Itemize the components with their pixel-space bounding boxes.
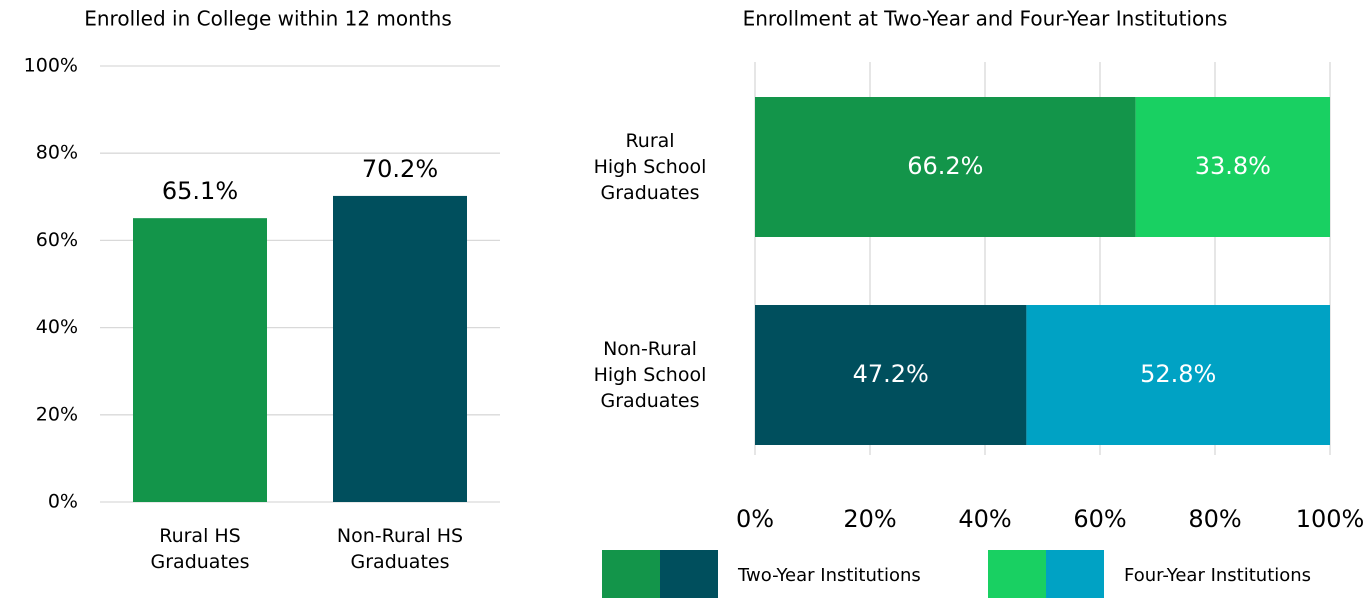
data-label: 70.2% bbox=[362, 155, 438, 183]
bar-segment bbox=[1026, 305, 1330, 445]
x-tick-label: Non-Rural HS Graduates bbox=[336, 525, 464, 573]
x-tick-label: 60% bbox=[1073, 505, 1126, 533]
x-tick-label: 80% bbox=[1188, 505, 1241, 533]
bar bbox=[333, 195, 467, 503]
y-tick-label: 80% bbox=[36, 142, 78, 164]
legend-swatch bbox=[1046, 550, 1104, 598]
chart-title: Enrollment at Two-Year and Four-Year Ins… bbox=[743, 7, 1228, 31]
bar-segment bbox=[1135, 97, 1330, 237]
data-label: 33.8% bbox=[1195, 152, 1271, 180]
y-tick-label: Non-Rural High School Graduates bbox=[593, 338, 707, 412]
data-label: 65.1% bbox=[162, 177, 238, 205]
chart-title: Enrolled in College within 12 months bbox=[84, 7, 452, 31]
x-tick-label: Rural HS Graduates bbox=[150, 525, 250, 573]
y-tick-label: 0% bbox=[48, 491, 78, 513]
y-tick-label: 40% bbox=[36, 316, 78, 338]
x-tick-label: 40% bbox=[958, 505, 1011, 533]
bar bbox=[133, 218, 267, 502]
legend-swatch bbox=[988, 550, 1046, 598]
bar-segment bbox=[755, 305, 1027, 445]
x-tick-label: 20% bbox=[843, 505, 896, 533]
data-label: 52.8% bbox=[1140, 360, 1216, 388]
y-tick-label: Rural High School Graduates bbox=[593, 130, 707, 204]
legend-label: Two-Year Institutions bbox=[737, 565, 921, 586]
data-label: 66.2% bbox=[907, 152, 983, 180]
x-tick-label: 100% bbox=[1296, 505, 1365, 533]
y-tick-label: 20% bbox=[36, 403, 78, 425]
legend-label: Four-Year Institutions bbox=[1124, 565, 1311, 586]
x-tick-label: 0% bbox=[736, 505, 774, 533]
legend-swatch bbox=[660, 550, 718, 598]
bar-segment bbox=[755, 97, 1136, 237]
legend-swatch bbox=[602, 550, 660, 598]
y-tick-label: 100% bbox=[24, 55, 78, 77]
y-tick-label: 60% bbox=[36, 229, 78, 251]
data-label: 47.2% bbox=[853, 360, 929, 388]
